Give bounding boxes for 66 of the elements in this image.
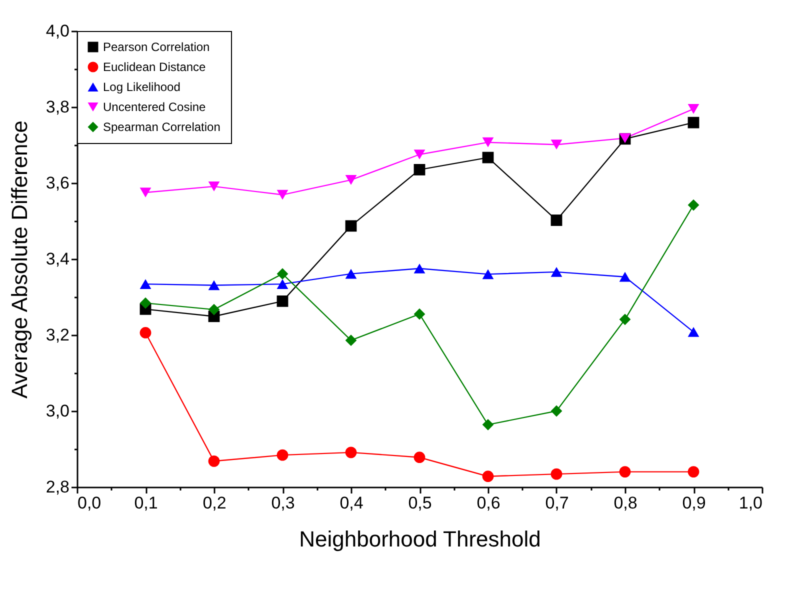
point bbox=[550, 214, 562, 226]
x-tick-label: 1,0 bbox=[738, 494, 762, 512]
point bbox=[414, 452, 426, 464]
point bbox=[414, 164, 426, 176]
x-tick-label: 0,7 bbox=[545, 494, 569, 512]
point bbox=[208, 455, 220, 467]
y-axis-title: Average Absolute Difference bbox=[6, 120, 32, 399]
point bbox=[345, 334, 357, 346]
point bbox=[619, 466, 631, 478]
y-tick-label: 3,0 bbox=[46, 402, 70, 420]
point bbox=[550, 405, 562, 417]
point bbox=[482, 152, 494, 164]
point bbox=[140, 297, 152, 309]
point bbox=[550, 266, 562, 277]
legend-label: Pearson Correlation bbox=[103, 40, 210, 54]
point bbox=[688, 104, 700, 114]
y-tick-label: 4,0 bbox=[46, 22, 70, 40]
legend-label: Log Likelihood bbox=[103, 80, 180, 94]
point bbox=[550, 140, 562, 150]
point bbox=[276, 279, 288, 290]
point bbox=[482, 269, 494, 280]
point bbox=[414, 150, 426, 160]
point bbox=[345, 268, 357, 279]
x-tick-label: 0,4 bbox=[340, 494, 364, 512]
point bbox=[140, 279, 152, 290]
point bbox=[140, 188, 152, 198]
x-tick-label: 0,3 bbox=[271, 494, 295, 512]
point bbox=[345, 175, 357, 185]
point bbox=[276, 449, 288, 461]
point bbox=[688, 116, 700, 128]
x-tick-label: 0,1 bbox=[134, 494, 158, 512]
x-tick-label: 0,5 bbox=[408, 494, 432, 512]
point bbox=[208, 280, 220, 290]
point bbox=[688, 199, 700, 211]
point bbox=[276, 268, 288, 280]
point bbox=[208, 181, 220, 192]
point bbox=[414, 264, 426, 274]
y-tick-label: 2,8 bbox=[46, 478, 70, 496]
point bbox=[345, 446, 357, 458]
legend-label: Uncentered Cosine bbox=[103, 100, 206, 114]
x-tick-label: 0,6 bbox=[476, 494, 500, 512]
y-tick-label: 3,6 bbox=[46, 174, 70, 192]
point bbox=[688, 327, 700, 337]
point bbox=[482, 470, 494, 482]
point bbox=[276, 295, 288, 307]
point bbox=[208, 304, 220, 316]
x-tick-label: 0,8 bbox=[614, 494, 638, 512]
point bbox=[140, 327, 152, 338]
point bbox=[482, 137, 494, 148]
x-tick-label: 0,0 bbox=[78, 494, 102, 512]
point bbox=[414, 308, 426, 320]
y-tick-label: 3,8 bbox=[46, 98, 70, 116]
point bbox=[482, 418, 494, 430]
x-axis-title: Neighborhood Threshold bbox=[299, 526, 541, 552]
legend-label: Spearman Correlation bbox=[103, 120, 220, 134]
y-tick-label: 3,2 bbox=[46, 326, 70, 344]
point bbox=[619, 272, 631, 282]
point bbox=[619, 314, 631, 326]
point bbox=[276, 190, 288, 200]
point bbox=[688, 466, 700, 478]
y-tick-label: 3,4 bbox=[46, 250, 70, 268]
legend-label: Euclidean Distance bbox=[103, 60, 206, 74]
x-tick-label: 0,9 bbox=[682, 494, 706, 512]
point bbox=[550, 468, 562, 480]
point bbox=[345, 220, 357, 232]
x-tick-label: 0,2 bbox=[202, 494, 226, 512]
